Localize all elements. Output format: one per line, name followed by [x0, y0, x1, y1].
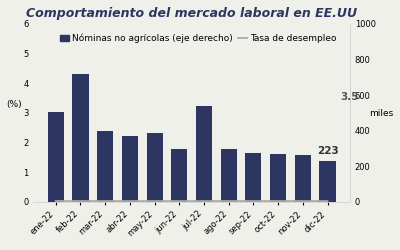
- Text: 3.5: 3.5: [340, 92, 358, 102]
- Bar: [196, 106, 212, 202]
- Tasa de desempleo: [300, 200, 305, 202]
- Bar: [122, 136, 138, 202]
- Tasa de desempleo: [177, 200, 182, 202]
- Y-axis label: (%): (%): [6, 100, 22, 109]
- Bar: [270, 154, 286, 202]
- Legend: Nóminas no agrícolas (eje derecho), Tasa de desempleo: Nóminas no agrícolas (eje derecho), Tasa…: [60, 34, 336, 43]
- Tasa de desempleo: [53, 200, 58, 202]
- Bar: [48, 112, 64, 202]
- Title: Comportamiento del mercado laboral en EE.UU: Comportamiento del mercado laboral en EE…: [26, 7, 357, 20]
- Tasa de desempleo: [128, 200, 132, 202]
- Bar: [245, 154, 262, 202]
- Tasa de desempleo: [78, 200, 83, 202]
- Text: 223: 223: [317, 146, 338, 156]
- Tasa de desempleo: [226, 200, 231, 202]
- Bar: [171, 149, 187, 202]
- Tasa de desempleo: [276, 200, 280, 202]
- Tasa de desempleo: [325, 200, 330, 202]
- Y-axis label: miles: miles: [370, 109, 394, 118]
- Bar: [146, 133, 163, 202]
- Tasa de desempleo: [251, 200, 256, 202]
- Bar: [97, 130, 113, 202]
- Tasa de desempleo: [103, 200, 108, 202]
- Bar: [72, 74, 88, 202]
- Bar: [320, 161, 336, 202]
- Bar: [295, 155, 311, 202]
- Tasa de desempleo: [152, 200, 157, 202]
- Bar: [221, 149, 237, 202]
- Tasa de desempleo: [202, 200, 206, 202]
